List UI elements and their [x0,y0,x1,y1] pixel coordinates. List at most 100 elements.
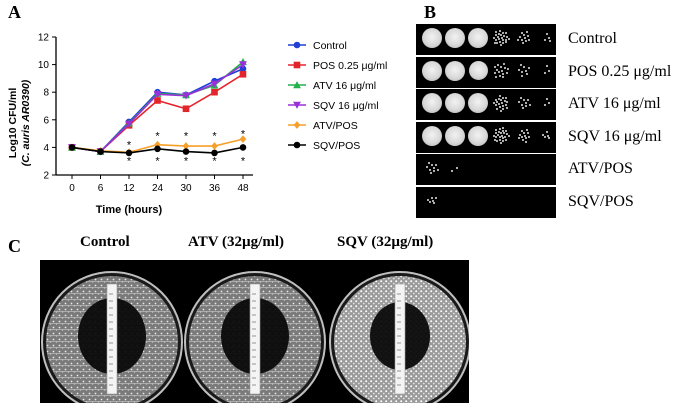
etest-strip [394,283,406,395]
colony-dot [523,131,526,134]
data-point [239,65,247,73]
colony-dot [498,138,501,141]
colony-dot [505,35,508,38]
spot [468,28,488,48]
y-tick-label: 12 [38,33,50,44]
spot-row [416,187,556,217]
colony-dot [436,169,439,172]
spot-row-label: POS 0.25 μg/ml [568,62,672,80]
data-point [182,92,190,100]
colony-dot [435,164,438,167]
colony-dot [504,136,507,139]
colony-dot [505,96,508,99]
colony-dot [507,38,510,40]
colony-dot [498,103,501,106]
colony-dot [432,199,435,202]
colony-dot [519,133,522,136]
colony-dot [524,134,527,137]
colony-dot [500,131,503,134]
data-point [211,149,218,157]
significance-star: * [241,156,246,168]
agar-plate [184,271,326,403]
colony-dot [525,105,528,108]
colony-dot [526,132,529,135]
spot-row [416,89,556,119]
y-tick-label: 8 [43,88,49,99]
x-tick-label: 24 [152,183,164,194]
colony-dot [497,130,500,133]
colony-dot [525,128,528,131]
colony-dot [500,66,503,69]
colony-dot [528,104,531,107]
significance-markers: * * * * * * * * * * [127,129,246,168]
spot [449,162,461,174]
panel-letter-b: B [424,2,437,22]
colony-dot [521,139,524,142]
colony-dot [520,71,523,74]
colony-dot [456,167,459,169]
colony-dot [499,44,502,47]
colony-dot [433,170,436,173]
colony-dot [528,38,531,41]
spot-row [416,57,556,87]
agar-plate [329,271,469,403]
colony-dot [546,131,549,134]
colony-dot [498,38,501,41]
colony-dot [503,34,506,37]
colony-dot [493,134,496,137]
colony-dot [498,106,501,109]
colony-dot [507,67,510,70]
colony-dot [523,98,526,101]
x-tick-label: 0 [69,183,75,194]
colony-dot [501,134,504,137]
colony-dot [496,36,499,39]
colony-dot [499,109,502,112]
colony-dot [502,76,505,79]
colony-dot [505,31,508,34]
colony-dot [494,34,497,37]
plate-title-atv: ATV (32µg/ml) [188,234,284,250]
colony-dot [496,42,499,45]
colony-dot [524,140,527,143]
spot [516,63,532,79]
x-tick-label: 36 [209,183,221,194]
y-tick-label: 2 [43,171,49,182]
legend-label: ATV/POS [313,120,358,132]
colony-dot [498,74,501,77]
x-tick-label: 12 [123,183,135,194]
colony-dot [541,133,544,136]
legend-marker [293,41,301,49]
spot [541,97,553,109]
spot [422,60,442,81]
colony-dot [524,69,527,72]
spot [422,93,442,113]
data-point [154,97,161,104]
spot-row [416,24,556,54]
legend-label: SQV/POS [313,140,360,152]
significance-star: * [241,129,246,141]
colony-dot [498,135,501,138]
row-separator [416,152,556,154]
spot [541,130,553,142]
y-tick-label: 10 [38,60,50,71]
y-axis-label-line2: (C. auris AR0390) [20,79,32,166]
colony-dot [504,129,507,132]
etest-plates-panel [40,260,469,403]
data-point [182,142,190,150]
chart-legend: Control POS 0.25 μg/ml ATV 16 μg/ml SQV 16 … [288,40,387,152]
data-point [239,135,247,144]
data-point [97,148,104,155]
significance-star: * [184,131,189,143]
colony-dot [496,107,499,110]
spot [445,28,465,48]
y-axis-label: Log10 CFU/ml [7,88,19,159]
spot-row-label: ATV/POS [568,160,633,177]
colony-dot [505,138,508,141]
significance-star: * [212,156,217,168]
spot [516,128,532,144]
row-separator [416,120,556,122]
colony-dot [494,104,497,107]
spot [422,28,442,48]
colony-dot [521,75,524,78]
